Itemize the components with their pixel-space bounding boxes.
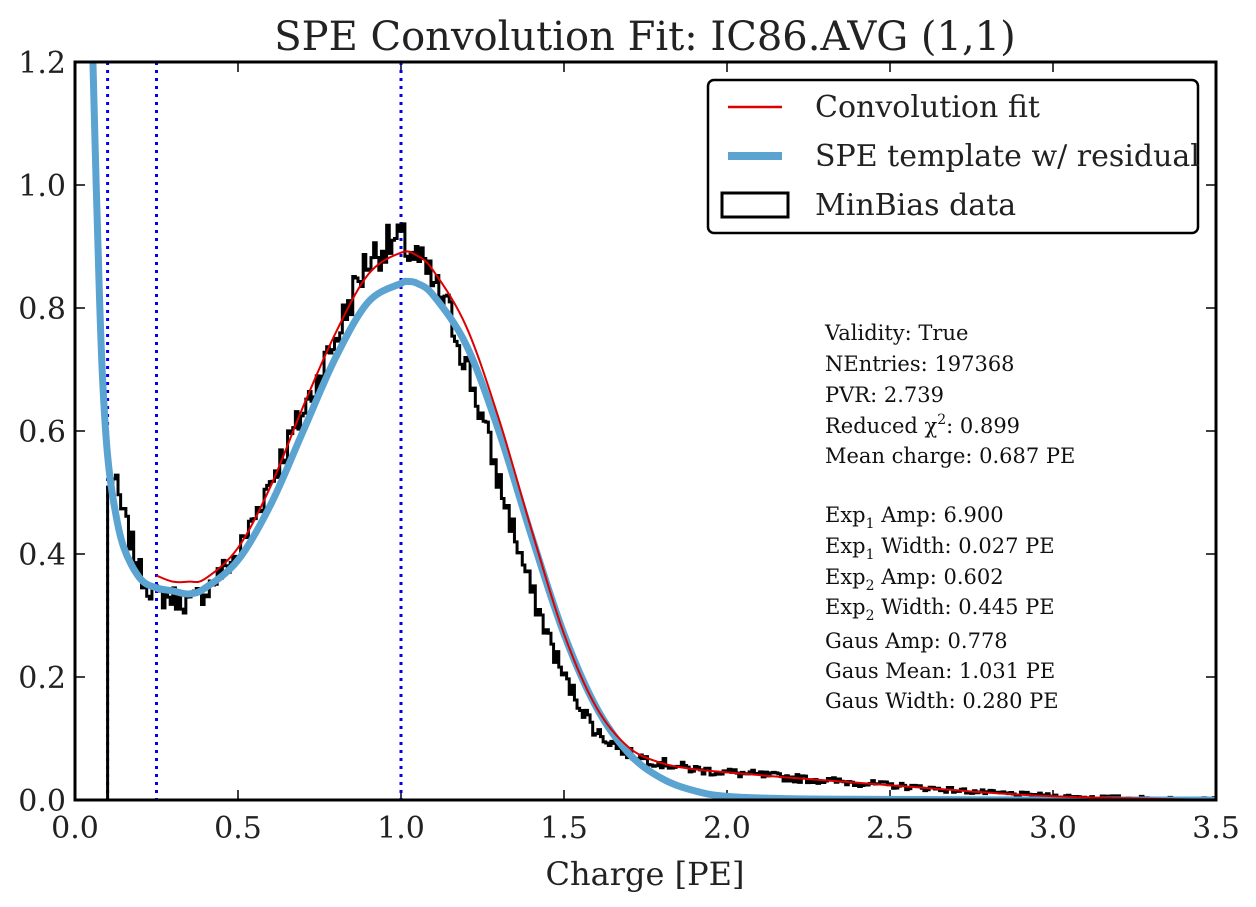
- y-tick-label: 0.8: [18, 292, 66, 327]
- y-tick-label: 0.0: [18, 784, 66, 819]
- legend-label: MinBias data: [815, 188, 1016, 223]
- stat-line: Gaus Amp: 0.778: [825, 629, 1008, 653]
- stat-line: Gaus Width: 0.280 PE: [825, 689, 1059, 713]
- legend-label: SPE template w/ residual: [815, 139, 1200, 174]
- y-tick-label: 0.6: [18, 415, 66, 450]
- x-tick-label: 2.5: [866, 811, 914, 846]
- x-tick-label: 1.5: [540, 811, 588, 846]
- minbias-data-histogram: [106, 222, 1216, 800]
- x-tick-label: 0.0: [51, 811, 99, 846]
- y-tick-label: 0.2: [18, 661, 66, 696]
- legend-swatch-minbias: [720, 191, 790, 219]
- stat-line: Validity: True: [824, 321, 968, 345]
- legend-box: [706, 78, 1200, 235]
- stat-line: PVR: 2.739: [825, 383, 944, 407]
- legend-label: Convolution fit: [815, 90, 1040, 125]
- stat-line: Mean charge: 0.687 PE: [825, 444, 1075, 468]
- x-tick-label: 0.5: [214, 811, 262, 846]
- stat-line: NEntries: 197368: [825, 352, 1015, 376]
- plot-frame: [73, 60, 1218, 802]
- stat-line: Exp2 Width: 0.445 PE: [825, 595, 1055, 624]
- x-tick-label: 3.5: [1192, 811, 1240, 846]
- stat-line: Exp1 Width: 0.027 PE: [825, 534, 1055, 563]
- stat-line: Exp1 Amp: 6.900: [825, 503, 1004, 532]
- y-tick-label: 1.0: [18, 169, 66, 204]
- stat-line: Gaus Mean: 1.031 PE: [825, 659, 1055, 683]
- x-tick-label: 1.0: [377, 811, 425, 846]
- y-tick-label: 1.2: [18, 46, 66, 81]
- legend: Convolution fit SPE template w/ residual M…: [706, 78, 1200, 235]
- fit-statistics: Validity: True NEntries: 197368 PVR: 2.739…: [824, 321, 1075, 713]
- x-tick-label: 3.0: [1029, 811, 1077, 846]
- convolution-fit-line: [156, 250, 1216, 800]
- x-axis-label: Charge [PE]: [546, 855, 745, 893]
- stat-line: Reduced χ2: 0.899: [825, 412, 1020, 438]
- stat-line: Exp2 Amp: 0.602: [825, 565, 1004, 594]
- chart-title: SPE Convolution Fit: IC86.AVG (1,1): [274, 14, 1015, 60]
- y-tick-label: 0.4: [18, 538, 66, 573]
- x-tick-label: 2.0: [703, 811, 751, 846]
- spe-template-line: [89, 62, 1216, 800]
